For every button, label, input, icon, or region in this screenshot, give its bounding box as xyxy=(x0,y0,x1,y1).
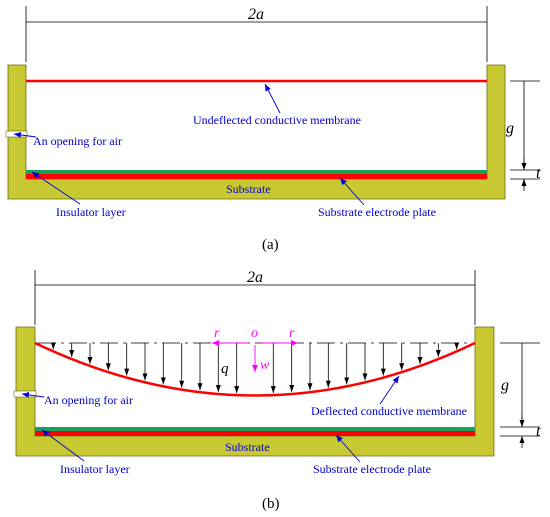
origin-label: o xyxy=(251,326,258,341)
thickness-label: t xyxy=(536,165,541,182)
opening-pointer xyxy=(13,131,37,138)
insulator-layer xyxy=(26,170,487,174)
r-left-label: r xyxy=(214,326,220,341)
panel-a: 2a Undeflected conductive membrane An op… xyxy=(5,6,541,253)
substrate-label: Substrate xyxy=(226,182,271,196)
insulator-layer xyxy=(35,427,475,431)
electrode-pointer xyxy=(335,434,361,463)
pressure-load-arrows xyxy=(50,342,460,394)
r-right-label: r xyxy=(289,326,295,341)
insulator-label: Insulator layer xyxy=(60,462,130,476)
opening-label: An opening for air xyxy=(44,393,133,407)
caption-b: (b) xyxy=(262,496,280,512)
substrate-electrode-plate xyxy=(35,431,475,436)
deflected-membrane xyxy=(34,341,476,397)
span-label: 2a xyxy=(248,6,264,23)
substrate-frame xyxy=(7,64,506,200)
electrode-label: Substrate electrode plate xyxy=(313,462,431,476)
panel-b: 2a r o r w q An opening for air Deflecte… xyxy=(13,269,541,512)
insulator-pointer xyxy=(31,171,81,205)
load-label: q xyxy=(221,361,229,377)
substrate-label: Substrate xyxy=(225,440,270,454)
caption-a: (a) xyxy=(262,237,279,253)
membrane-pointer xyxy=(379,375,400,405)
membrane-label: Undeflected conductive membrane xyxy=(193,113,361,127)
membrane-label: Deflected conductive membrane xyxy=(311,404,467,418)
membrane-pointer xyxy=(264,83,281,114)
gap-label: g xyxy=(501,377,509,394)
thickness-label: t xyxy=(536,423,541,440)
substrate-electrode-plate xyxy=(26,174,487,179)
w-label: w xyxy=(260,358,270,373)
span-label: 2a xyxy=(247,269,263,286)
insulator-label: Insulator layer xyxy=(56,205,126,219)
electrode-label: Substrate electrode plate xyxy=(318,205,436,219)
opening-label: An opening for air xyxy=(33,134,122,148)
substrate-frame xyxy=(15,326,495,457)
insulator-pointer xyxy=(41,429,85,462)
opening-pointer xyxy=(21,391,45,398)
gap-label: g xyxy=(506,120,514,137)
electrode-pointer xyxy=(339,177,365,206)
